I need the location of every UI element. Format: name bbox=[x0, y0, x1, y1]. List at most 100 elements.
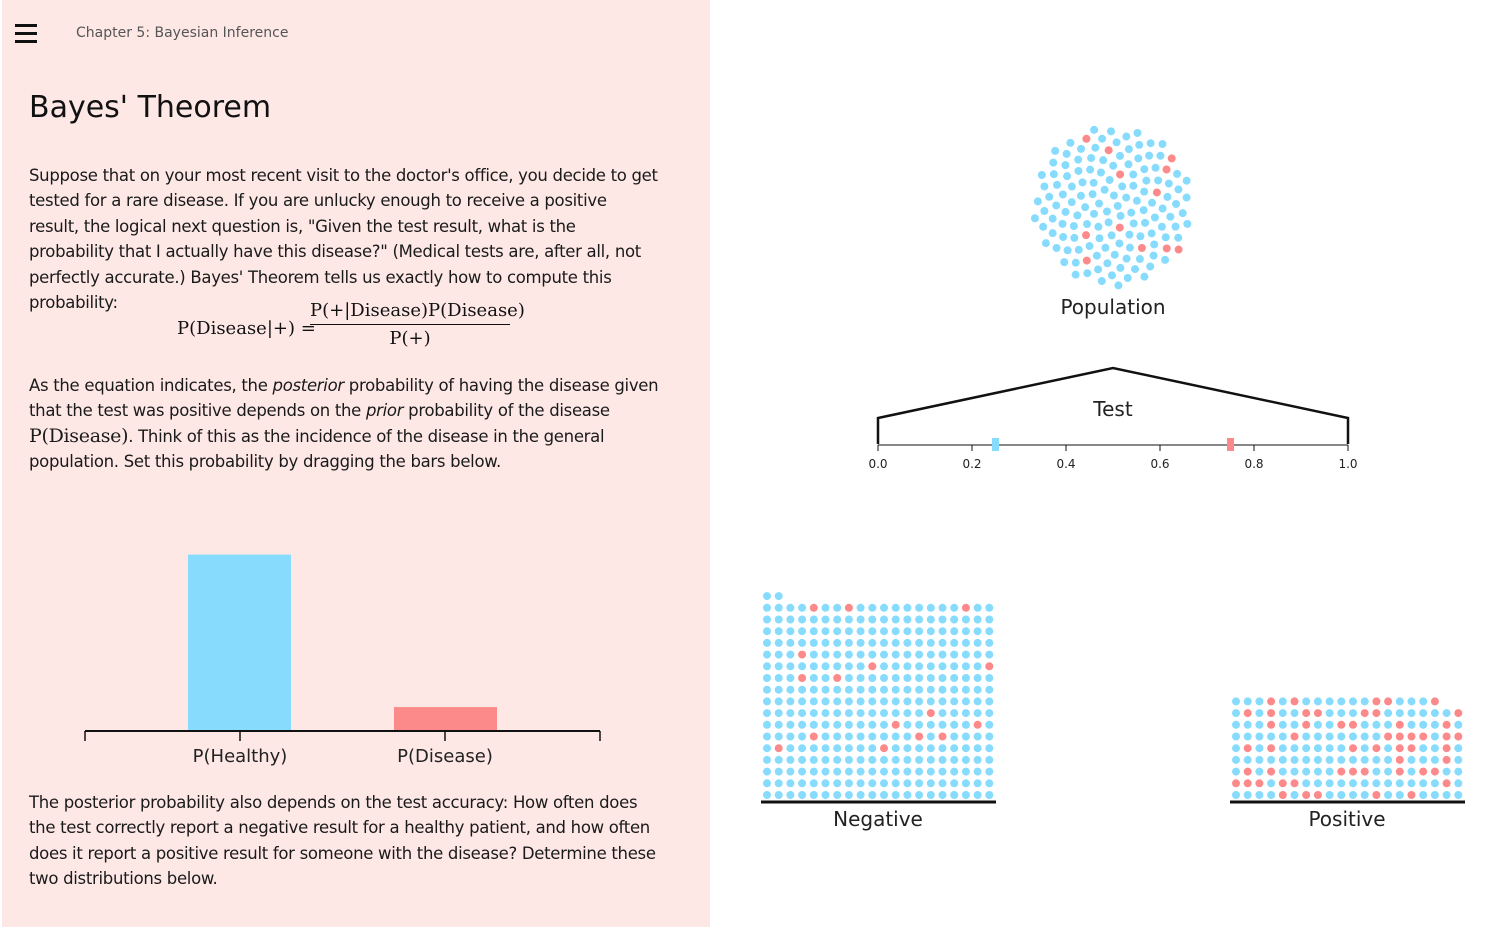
result-dot bbox=[1337, 709, 1346, 718]
result-dot bbox=[1430, 709, 1439, 718]
result-dot bbox=[821, 779, 830, 788]
person-dot bbox=[1089, 178, 1098, 187]
person-dot bbox=[1158, 204, 1167, 213]
result-dot bbox=[798, 615, 807, 624]
result-dot bbox=[973, 744, 982, 753]
result-dot bbox=[809, 791, 818, 799]
result-dot bbox=[880, 650, 888, 659]
result-dot bbox=[1349, 697, 1357, 706]
result-dot bbox=[798, 755, 807, 764]
result-dot bbox=[1290, 720, 1299, 729]
person-dot bbox=[1164, 179, 1173, 188]
result-dot bbox=[809, 638, 818, 647]
result-dot bbox=[1313, 767, 1322, 776]
result-dot bbox=[809, 685, 818, 694]
result-dot bbox=[786, 709, 795, 718]
person-dot bbox=[1174, 233, 1183, 242]
result-dot bbox=[763, 755, 771, 764]
result-dot bbox=[1395, 755, 1404, 764]
person-dot bbox=[1078, 178, 1087, 187]
person-dot bbox=[1067, 182, 1076, 191]
result-dot bbox=[821, 674, 830, 682]
result-dot bbox=[926, 720, 935, 729]
result-dot bbox=[903, 779, 912, 788]
result-dot bbox=[821, 697, 830, 706]
person-dot bbox=[1039, 222, 1048, 231]
test-axis-ticks: 0.0 0.2 0.4 0.6 0.8 1.0 bbox=[868, 445, 1358, 471]
result-dot bbox=[798, 697, 807, 706]
person-dot bbox=[1082, 231, 1091, 240]
result-dot bbox=[809, 627, 818, 636]
result-dot bbox=[1407, 720, 1416, 729]
result-dot bbox=[950, 779, 959, 788]
person-dot bbox=[1082, 134, 1091, 143]
person-dot bbox=[1030, 214, 1039, 223]
result-dot bbox=[798, 638, 807, 647]
result-dot bbox=[1419, 732, 1428, 741]
person-dot bbox=[1129, 219, 1138, 228]
result-dot bbox=[926, 709, 935, 718]
result-dot bbox=[1360, 767, 1369, 776]
result-dot bbox=[938, 662, 947, 671]
result-dot bbox=[926, 603, 935, 612]
population-label: Population bbox=[1060, 295, 1165, 319]
healthy-threshold-marker[interactable] bbox=[992, 438, 999, 451]
result-dot bbox=[950, 720, 959, 729]
hamburger-icon[interactable] bbox=[15, 22, 39, 46]
result-dot bbox=[856, 662, 865, 671]
result-dot bbox=[763, 767, 771, 776]
result-dot bbox=[926, 627, 935, 636]
result-dot bbox=[938, 709, 947, 718]
person-dot bbox=[1137, 243, 1146, 252]
person-dot bbox=[1081, 203, 1090, 212]
result-dot bbox=[1360, 779, 1369, 788]
result-dot bbox=[903, 709, 912, 718]
result-dot bbox=[763, 720, 771, 729]
person-dot bbox=[1094, 222, 1103, 231]
result-dot bbox=[1267, 720, 1276, 729]
person-dot bbox=[1100, 185, 1109, 194]
result-dot bbox=[880, 697, 888, 706]
result-dot bbox=[868, 720, 877, 729]
result-dot bbox=[1419, 791, 1428, 799]
result-dot bbox=[1395, 779, 1404, 788]
result-dot bbox=[915, 638, 924, 647]
person-dot bbox=[1094, 265, 1103, 274]
result-dot bbox=[903, 603, 912, 612]
result-dot bbox=[1349, 779, 1357, 788]
result-dot bbox=[774, 697, 783, 706]
result-dot bbox=[950, 697, 959, 706]
result-dot bbox=[950, 709, 959, 718]
result-dot bbox=[1255, 767, 1264, 776]
result-dot bbox=[1372, 697, 1381, 706]
person-dot bbox=[1052, 201, 1061, 210]
bar-p-disease[interactable] bbox=[394, 707, 497, 731]
disease-threshold-marker[interactable] bbox=[1227, 438, 1234, 451]
result-dot bbox=[1407, 779, 1416, 788]
person-dot bbox=[1149, 251, 1158, 260]
result-dot bbox=[774, 744, 783, 753]
person-dot bbox=[1086, 165, 1095, 174]
person-dot bbox=[1037, 170, 1046, 179]
person-dot bbox=[1182, 193, 1191, 202]
result-dot bbox=[763, 662, 771, 671]
result-dot bbox=[1278, 755, 1287, 764]
result-dot bbox=[1325, 755, 1334, 764]
result-dot bbox=[1232, 779, 1240, 788]
person-dot bbox=[1129, 181, 1138, 190]
result-dot bbox=[856, 779, 865, 788]
result-dot bbox=[1278, 697, 1287, 706]
para2-text-a: As the equation indicates, the bbox=[29, 376, 273, 395]
bar-p-healthy[interactable] bbox=[188, 554, 291, 731]
test-tick-label: 0.0 bbox=[868, 457, 887, 471]
result-dot bbox=[1302, 697, 1311, 706]
chapter-breadcrumb[interactable]: Chapter 5: Bayesian Inference bbox=[76, 25, 289, 41]
result-dot bbox=[844, 755, 853, 764]
result-dot bbox=[926, 674, 935, 682]
person-dot bbox=[1154, 176, 1163, 185]
result-dot bbox=[833, 627, 842, 636]
person-dot bbox=[1067, 198, 1076, 207]
result-dot bbox=[950, 662, 959, 671]
result-dot bbox=[856, 732, 865, 741]
positive-dot-grid bbox=[1232, 697, 1463, 799]
